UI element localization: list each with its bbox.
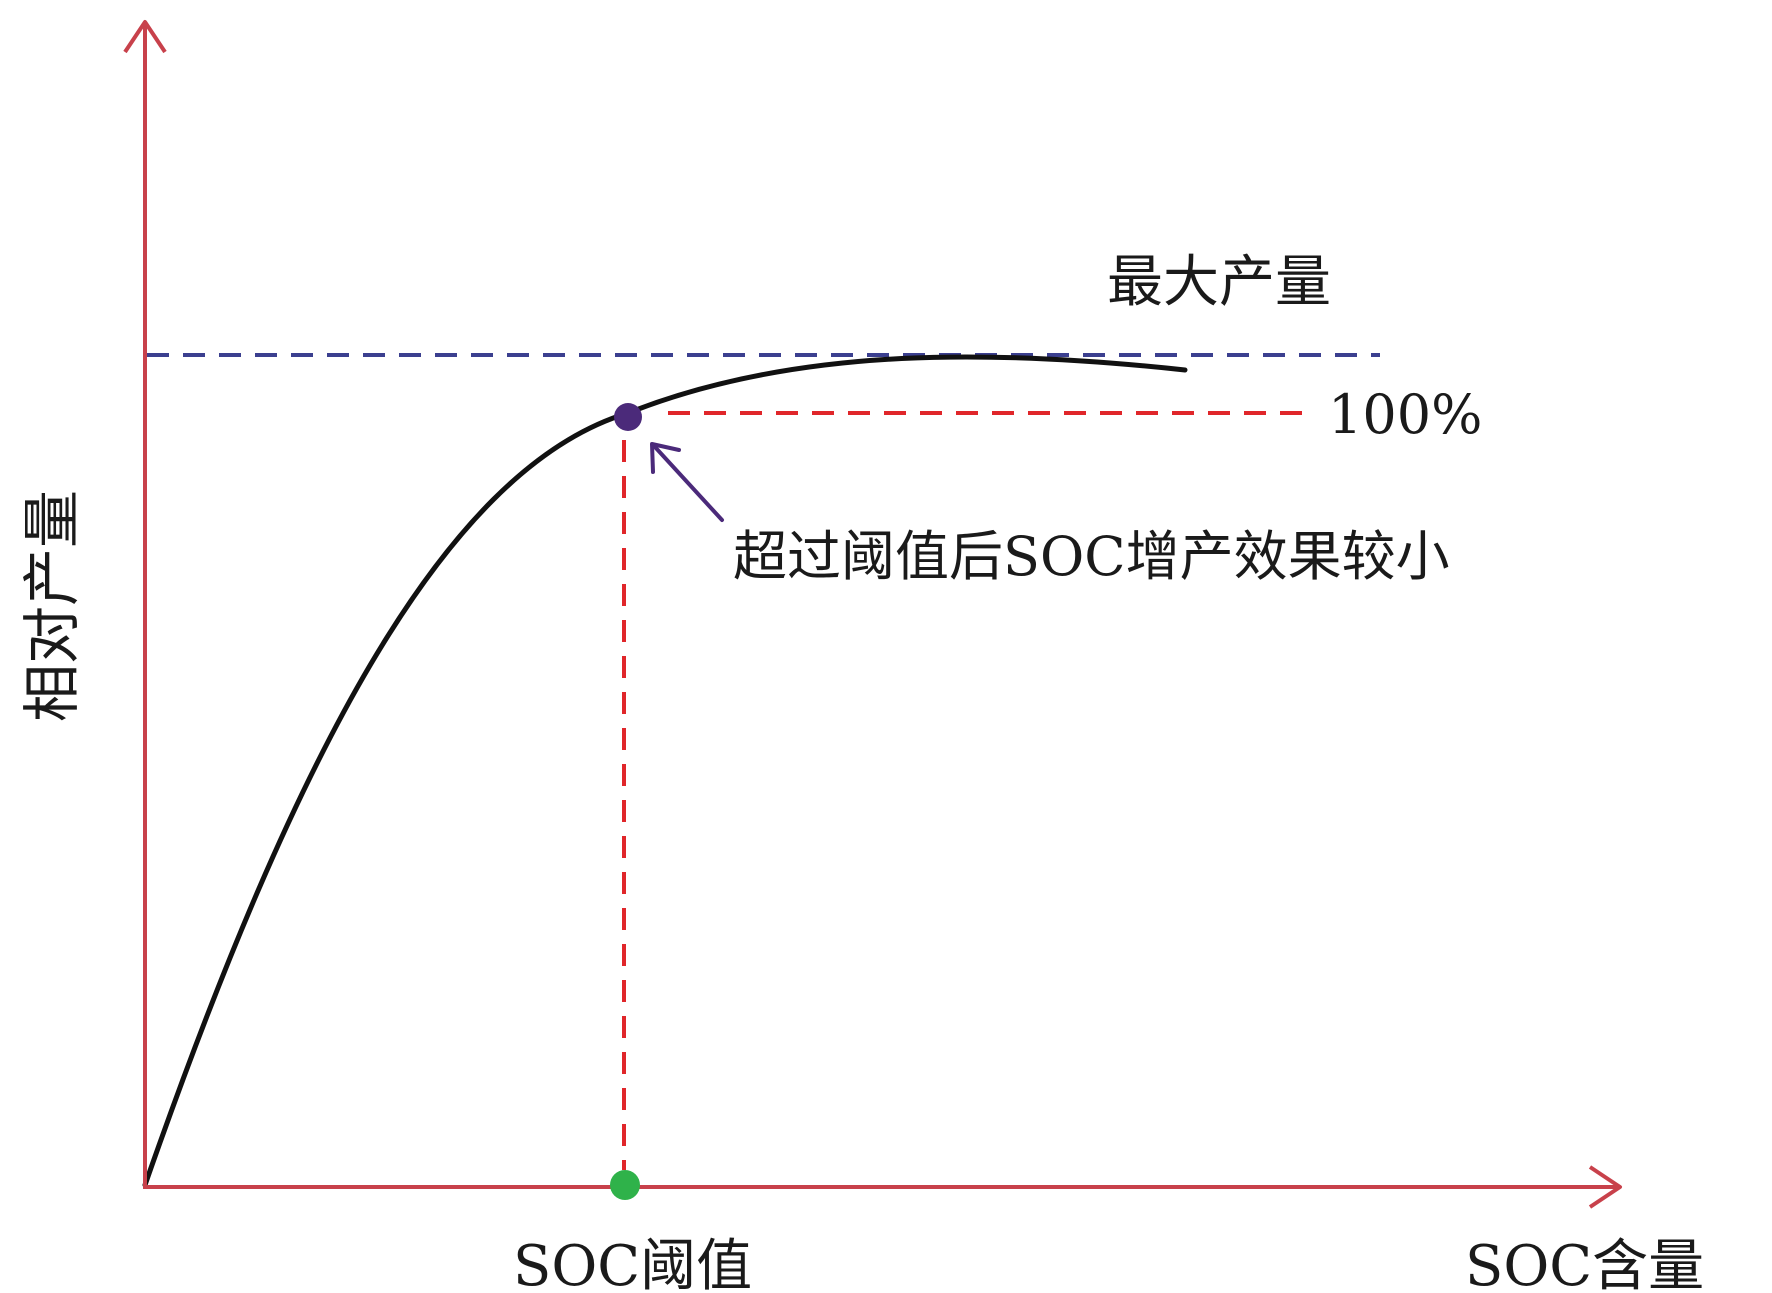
- annotation-arrow: [650, 442, 724, 522]
- axis-threshold-point: [610, 1170, 640, 1200]
- y-axis: [123, 20, 167, 1187]
- x-axis-label: SOC含量: [1465, 1234, 1704, 1293]
- y-axis-label: 相对产量: [18, 490, 86, 722]
- percent-label: 100%: [1328, 383, 1482, 446]
- yield-curve: [142, 354, 1188, 1188]
- max-yield-label: 最大产量: [1107, 250, 1331, 315]
- annotation-text: 超过阈值后SOC增产效果较小: [733, 525, 1450, 588]
- threshold-point: [614, 403, 642, 431]
- x-axis: [143, 1165, 1622, 1209]
- threshold-label: SOC阈值: [513, 1234, 752, 1293]
